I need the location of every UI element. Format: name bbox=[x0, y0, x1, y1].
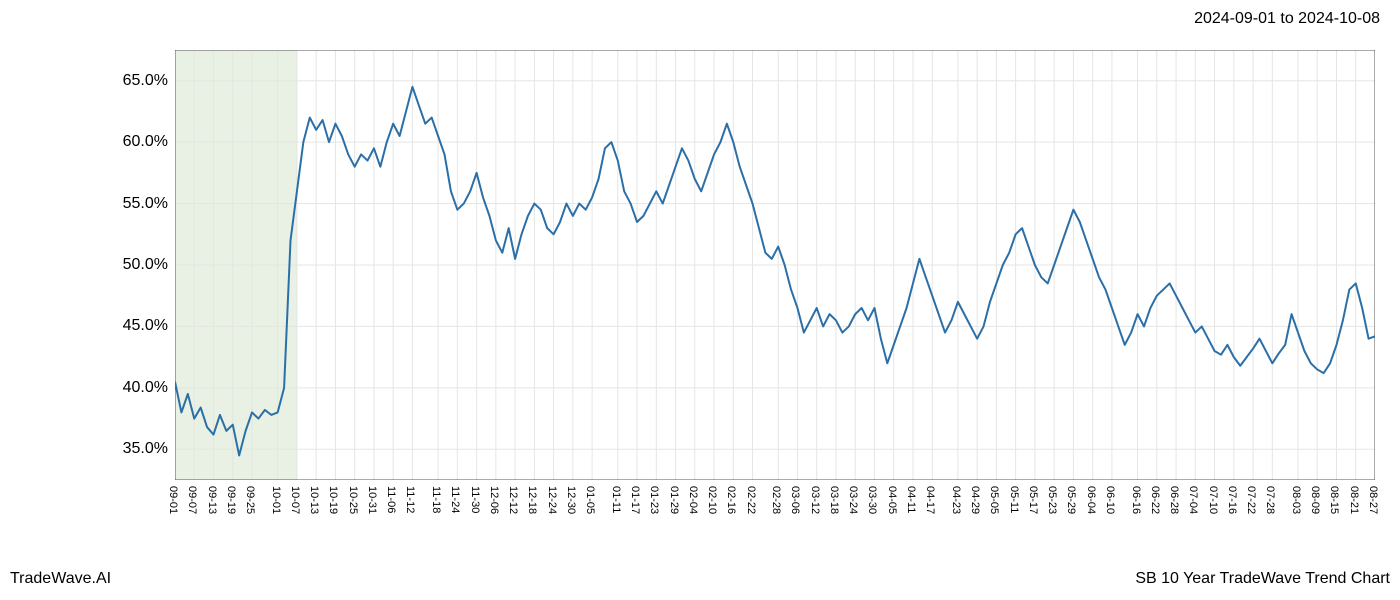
x-tick-label: 02-28 bbox=[770, 486, 782, 514]
x-tick-label: 11-12 bbox=[404, 486, 416, 513]
y-tick-label: 55.0% bbox=[123, 195, 168, 213]
x-tick-label: 07-22 bbox=[1245, 486, 1257, 514]
trend-chart bbox=[175, 50, 1375, 480]
y-tick-label: 45.0% bbox=[123, 317, 168, 335]
x-tick-label: 10-13 bbox=[308, 486, 320, 514]
x-tick-label: 12-12 bbox=[507, 486, 519, 514]
y-tick-label: 40.0% bbox=[123, 379, 168, 397]
footer-brand: TradeWave.AI bbox=[10, 570, 111, 588]
x-tick-label: 07-04 bbox=[1187, 486, 1199, 514]
y-tick-label: 60.0% bbox=[123, 133, 168, 151]
x-tick-label: 05-17 bbox=[1027, 486, 1039, 514]
x-tick-label: 04-29 bbox=[969, 486, 981, 514]
y-tick-label: 50.0% bbox=[123, 256, 168, 274]
x-tick-label: 05-29 bbox=[1065, 486, 1077, 514]
x-tick-label: 09-13 bbox=[206, 486, 218, 514]
x-tick-label: 06-28 bbox=[1168, 486, 1180, 514]
x-tick-label: 06-04 bbox=[1085, 486, 1097, 514]
x-tick-label: 03-12 bbox=[809, 486, 821, 514]
y-tick-label: 65.0% bbox=[123, 72, 168, 90]
x-tick-label: 08-21 bbox=[1348, 486, 1360, 514]
x-tick-label: 07-28 bbox=[1264, 486, 1276, 514]
x-tick-label: 01-05 bbox=[584, 486, 596, 514]
x-tick-label: 08-09 bbox=[1309, 486, 1321, 514]
x-tick-label: 08-03 bbox=[1290, 486, 1302, 514]
x-tick-label: 10-31 bbox=[366, 486, 378, 514]
x-tick-label: 04-05 bbox=[886, 486, 898, 514]
x-tick-label: 09-25 bbox=[244, 486, 256, 514]
x-tick-label: 12-06 bbox=[488, 486, 500, 514]
footer-title: SB 10 Year TradeWave Trend Chart bbox=[1135, 570, 1390, 588]
x-tick-label: 01-11 bbox=[610, 486, 622, 513]
x-tick-label: 09-07 bbox=[186, 486, 198, 514]
x-tick-label: 03-30 bbox=[866, 486, 878, 514]
x-tick-label: 06-10 bbox=[1104, 486, 1116, 514]
x-tick-label: 10-19 bbox=[327, 486, 339, 514]
x-tick-label: 08-15 bbox=[1328, 486, 1340, 514]
x-tick-label: 06-16 bbox=[1130, 486, 1142, 514]
x-tick-label: 02-10 bbox=[706, 486, 718, 514]
x-tick-label: 05-05 bbox=[988, 486, 1000, 514]
x-tick-label: 05-23 bbox=[1046, 486, 1058, 514]
x-tick-label: 06-22 bbox=[1149, 486, 1161, 514]
date-range-label: 2024-09-01 to 2024-10-08 bbox=[1194, 10, 1380, 28]
x-tick-label: 02-22 bbox=[745, 486, 757, 514]
x-tick-label: 09-19 bbox=[225, 486, 237, 514]
x-tick-label: 08-27 bbox=[1367, 486, 1379, 514]
x-tick-label: 12-24 bbox=[546, 486, 558, 514]
x-tick-label: 12-18 bbox=[526, 486, 538, 514]
x-tick-label: 10-01 bbox=[270, 486, 282, 514]
x-tick-label: 07-10 bbox=[1207, 486, 1219, 514]
x-tick-label: 01-17 bbox=[629, 486, 641, 514]
x-tick-label: 11-18 bbox=[430, 486, 442, 513]
x-tick-label: 02-04 bbox=[687, 486, 699, 514]
x-tick-label: 03-18 bbox=[828, 486, 840, 514]
x-tick-label: 01-23 bbox=[648, 486, 660, 514]
x-tick-label: 01-29 bbox=[668, 486, 680, 514]
x-tick-label: 10-25 bbox=[347, 486, 359, 514]
x-tick-label: 09-01 bbox=[167, 486, 179, 514]
x-tick-label: 10-07 bbox=[289, 486, 301, 514]
y-tick-label: 35.0% bbox=[123, 440, 168, 458]
x-tick-label: 11-06 bbox=[385, 486, 397, 513]
x-tick-label: 07-16 bbox=[1226, 486, 1238, 514]
x-tick-label: 03-06 bbox=[789, 486, 801, 514]
x-tick-label: 12-30 bbox=[565, 486, 577, 514]
x-tick-label: 04-17 bbox=[924, 486, 936, 514]
x-tick-label: 04-11 bbox=[905, 486, 917, 513]
x-tick-label: 05-11 bbox=[1008, 486, 1020, 513]
x-tick-label: 11-24 bbox=[449, 486, 461, 513]
x-tick-label: 03-24 bbox=[847, 486, 859, 514]
x-tick-label: 11-30 bbox=[469, 486, 481, 513]
x-tick-label: 04-23 bbox=[950, 486, 962, 514]
x-tick-label: 02-16 bbox=[725, 486, 737, 514]
